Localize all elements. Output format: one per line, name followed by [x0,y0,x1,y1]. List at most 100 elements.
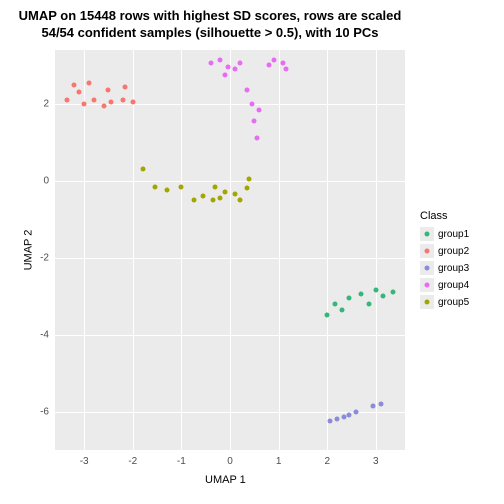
gridline-horizontal [55,181,405,182]
data-point [354,409,359,414]
data-point [164,188,169,193]
legend-key [420,227,434,241]
legend: Class group1group2group3group4group5 [420,210,469,311]
data-point [232,67,237,72]
data-point [245,88,250,93]
legend-key [420,295,434,309]
data-point [257,107,262,112]
gridline-vertical [327,50,328,450]
data-point [247,176,252,181]
legend-key [420,261,434,275]
data-point [91,98,96,103]
x-tick-label: 2 [324,456,330,467]
x-tick-label: 1 [276,456,282,467]
y-tick-label: 2 [19,98,49,109]
data-point [381,294,386,299]
data-point [254,136,259,141]
legend-item: group1 [420,226,469,242]
legend-item: group2 [420,243,469,259]
gridline-horizontal [55,258,405,259]
data-point [366,301,371,306]
data-point [65,98,70,103]
data-point [339,307,344,312]
data-point [152,184,157,189]
plot-panel [55,50,405,450]
data-point [373,288,378,293]
gridline-vertical [376,50,377,450]
legend-dot [425,249,430,254]
legend-item: group4 [420,277,469,293]
y-tick-label: -6 [19,406,49,417]
data-point [271,57,276,62]
legend-dot [425,283,430,288]
legend-label: group1 [438,229,469,240]
legend-item: group3 [420,260,469,276]
data-point [225,65,230,70]
data-point [281,61,286,66]
gridline-horizontal [55,412,405,413]
chart-title: UMAP on 15448 rows with highest SD score… [0,8,420,42]
legend-key [420,278,434,292]
data-point [108,99,113,104]
data-point [327,419,332,424]
data-point [140,167,145,172]
title-line-2: 54/54 confident samples (silhouette > 0.… [0,25,420,42]
data-point [252,119,257,124]
data-point [332,301,337,306]
data-point [106,88,111,93]
data-point [266,63,271,68]
x-axis-label: UMAP 1 [205,474,246,486]
legend-item: group5 [420,294,469,310]
data-point [201,194,206,199]
data-point [82,101,87,106]
data-point [334,417,339,422]
legend-label: group4 [438,280,469,291]
data-point [213,184,218,189]
data-point [359,292,364,297]
chart-container: UMAP on 15448 rows with highest SD score… [0,0,504,504]
data-point [123,84,128,89]
data-point [77,90,82,95]
y-tick-label: 0 [19,175,49,186]
y-axis-label: UMAP 2 [22,230,34,271]
x-tick-label: -2 [128,456,137,467]
data-point [101,103,106,108]
data-point [371,403,376,408]
data-point [218,57,223,62]
legend-label: group5 [438,297,469,308]
gridline-vertical [181,50,182,450]
data-point [249,101,254,106]
legend-dot [425,232,430,237]
data-point [130,99,135,104]
data-point [223,190,228,195]
data-point [210,198,215,203]
gridline-vertical [230,50,231,450]
data-point [325,313,330,318]
data-point [218,196,223,201]
gridline-vertical [133,50,134,450]
data-point [347,413,352,418]
legend-dot [425,300,430,305]
data-point [347,296,352,301]
data-point [223,73,228,78]
data-point [179,184,184,189]
x-tick-label: -1 [177,456,186,467]
data-point [191,198,196,203]
legend-dot [425,266,430,271]
data-point [237,61,242,66]
x-tick-label: -3 [80,456,89,467]
legend-label: group2 [438,246,469,257]
data-point [232,192,237,197]
data-point [378,401,383,406]
data-point [237,198,242,203]
legend-key [420,244,434,258]
gridline-horizontal [55,335,405,336]
data-point [390,290,395,295]
data-point [245,186,250,191]
x-tick-label: 0 [227,456,233,467]
gridline-vertical [279,50,280,450]
y-tick-label: -4 [19,329,49,340]
data-point [208,61,213,66]
title-line-1: UMAP on 15448 rows with highest SD score… [0,8,420,25]
gridline-vertical [84,50,85,450]
